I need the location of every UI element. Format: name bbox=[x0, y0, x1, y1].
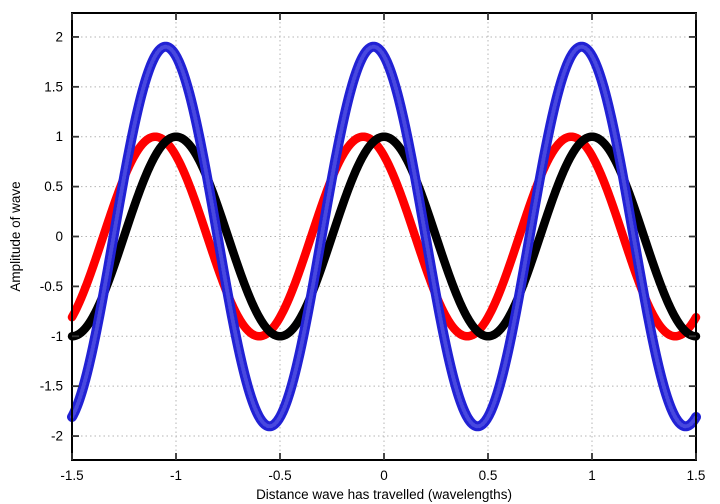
x-axis-tick-label: 0.5 bbox=[479, 468, 498, 483]
y-axis-tick-label: -1 bbox=[51, 329, 63, 344]
y-axis-label: Amplitude of wave bbox=[8, 181, 23, 291]
x-axis-tick-label: 1 bbox=[588, 468, 596, 483]
x-axis-label: Distance wave has travelled (wavelengths… bbox=[256, 487, 512, 502]
y-axis-tick-label: 2 bbox=[55, 29, 63, 44]
x-axis-tick-label: -1.5 bbox=[60, 468, 83, 483]
x-axis-tick-label: 1.5 bbox=[687, 468, 706, 483]
component-wave-black-curve bbox=[67, 132, 701, 341]
x-axis-tick-label: -1 bbox=[170, 468, 182, 483]
y-axis-tick-label: 1 bbox=[55, 129, 63, 144]
y-axis-tick-label: 0.5 bbox=[44, 179, 63, 194]
y-axis-tick-label: -0.5 bbox=[40, 279, 63, 294]
y-axis-tick-label: 0 bbox=[55, 229, 63, 244]
y-axis-tick-label: -1.5 bbox=[40, 379, 63, 394]
resultant-wave-blue-speckle bbox=[70, 44, 698, 429]
y-axis-tick-label: 1.5 bbox=[44, 79, 63, 94]
y-axis-tick-label: -2 bbox=[51, 429, 63, 444]
component-wave-red-curve bbox=[67, 132, 701, 341]
x-axis-tick-label: 0 bbox=[380, 468, 388, 483]
x-axis-tick-label: -0.5 bbox=[268, 468, 291, 483]
